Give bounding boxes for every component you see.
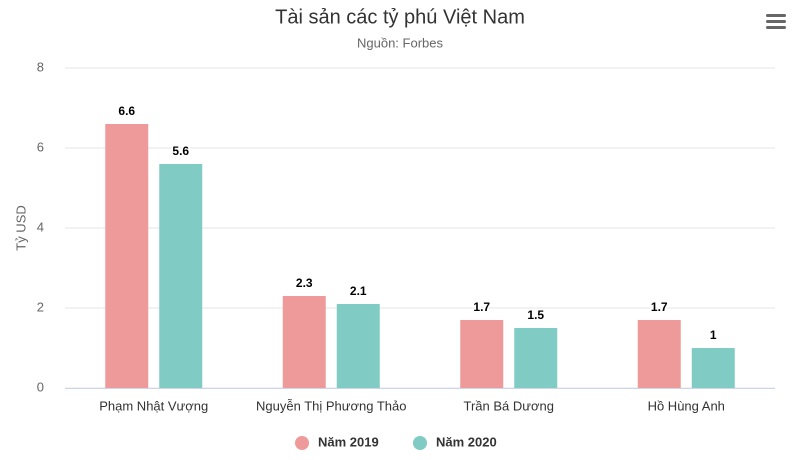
chart-title: Tài sản các tỷ phú Việt Nam — [275, 6, 525, 28]
chart-subtitle: Nguồn: Forbes — [357, 35, 443, 50]
bar — [514, 328, 558, 388]
bar — [336, 304, 380, 388]
menu-button[interactable] — [766, 14, 786, 29]
legend-label[interactable]: Năm 2019 — [318, 434, 379, 449]
value-label: 1.5 — [527, 308, 544, 322]
legend-label[interactable]: Năm 2020 — [436, 434, 497, 449]
y-tick-label: 0 — [37, 379, 44, 394]
y-tick-label: 2 — [37, 299, 44, 314]
legend-marker[interactable] — [295, 436, 309, 450]
y-axis-label: Tỷ USD — [13, 205, 28, 251]
x-tick-label: Phạm Nhật Vượng — [99, 398, 208, 413]
value-label: 1.7 — [473, 300, 490, 314]
bar — [282, 296, 326, 388]
value-label: 6.6 — [118, 104, 135, 118]
x-tick-label: Nguyễn Thị Phương Thảo — [256, 398, 406, 413]
x-tick-label: Trần Bá Dương — [464, 398, 554, 413]
bar — [105, 124, 149, 388]
bar — [460, 320, 504, 388]
value-label: 2.1 — [350, 284, 367, 298]
value-label: 1 — [710, 328, 717, 342]
y-tick-label: 6 — [37, 139, 44, 154]
value-label: 2.3 — [296, 276, 313, 290]
bar — [637, 320, 681, 388]
y-tick-label: 8 — [37, 59, 44, 74]
bar — [159, 164, 203, 388]
value-label: 5.6 — [172, 144, 189, 158]
bar — [691, 348, 735, 388]
y-tick-label: 4 — [37, 219, 44, 234]
x-tick-label: Hồ Hùng Anh — [648, 398, 725, 413]
value-label: 1.7 — [651, 300, 668, 314]
legend-marker[interactable] — [413, 436, 427, 450]
